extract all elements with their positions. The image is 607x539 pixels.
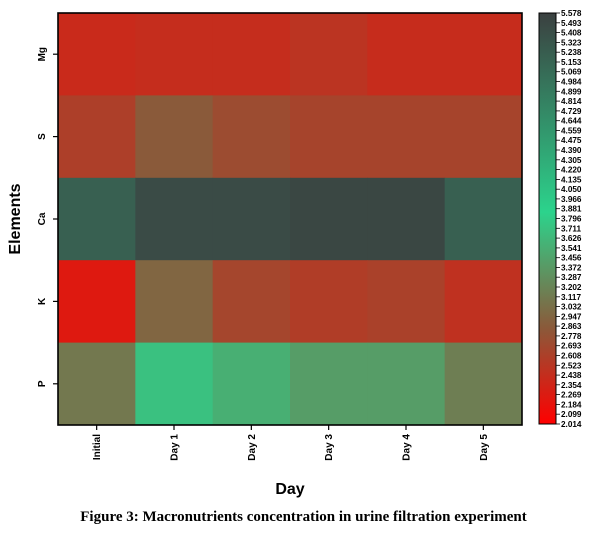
x-tick-label: Initial: [92, 434, 103, 460]
heatmap-cell-k-3: [290, 260, 368, 344]
heatmap-cell-s-3: [290, 95, 368, 179]
y-tick-label: P: [37, 380, 48, 387]
colorbar-tick-label: 2.354: [561, 381, 582, 390]
colorbar-tick-label: 5.493: [561, 19, 582, 28]
colorbar-tick-label: 3.202: [561, 283, 582, 292]
colorbar-tick-label: 3.711: [561, 224, 581, 233]
heatmap-cell-mg-2: [212, 13, 291, 96]
x-tick-label: Day 2: [247, 434, 258, 461]
colorbar-tick-label: 3.966: [561, 195, 582, 204]
colorbar-tick-label: 2.269: [561, 391, 582, 400]
colorbar-tick-label: 4.135: [561, 175, 582, 184]
heatmap-cell-mg-3: [290, 13, 368, 96]
heatmap-cell-p-4: [367, 342, 446, 426]
heatmap-cell-s-2: [212, 95, 291, 179]
colorbar-tick-label: 4.390: [561, 146, 582, 155]
heatmap-cell-ca-5: [444, 177, 523, 261]
x-tick-label: Day 1: [170, 434, 181, 461]
heatmap-cell-ca-3: [290, 177, 368, 261]
heatmap-cell-k-0: [58, 260, 136, 344]
colorbar-tick-label: 3.287: [561, 273, 582, 282]
y-tick-label: Ca: [37, 212, 48, 225]
heatmap-cell-mg-0: [58, 13, 136, 96]
colorbar-tick-label: 3.881: [561, 205, 582, 214]
colorbar-tick-label: 3.372: [561, 263, 582, 272]
colorbar-tick-label: 2.184: [561, 400, 582, 409]
colorbar-tick-label: 2.438: [561, 371, 582, 380]
y-tick-label: Mg: [37, 47, 48, 61]
colorbar-tick-label: 4.729: [561, 107, 582, 116]
heatmap-cell-p-5: [444, 342, 523, 426]
heatmap-cell-p-1: [135, 342, 214, 426]
heatmap-cells: [58, 13, 523, 426]
colorbar-ticks: 5.5785.4935.4085.3235.2385.1535.0694.984…: [556, 9, 582, 429]
y-axis-ticks: Mg S Ca K P: [37, 47, 58, 387]
heatmap-cell-k-5: [444, 260, 523, 344]
colorbar-tick-label: 4.814: [561, 97, 582, 106]
y-axis-title: Elements: [7, 183, 24, 254]
colorbar-tick-label: 5.238: [561, 48, 582, 57]
colorbar-tick-label: 4.050: [561, 185, 582, 194]
colorbar-tick-label: 3.541: [561, 244, 582, 253]
colorbar-tick-label: 2.523: [561, 361, 582, 370]
colorbar-tick-label: 5.153: [561, 58, 582, 67]
x-tick-label: Day 5: [479, 434, 490, 461]
heatmap-cell-s-5: [444, 95, 523, 179]
colorbar-tick-label: 2.608: [561, 352, 582, 361]
colorbar-tick-label: 4.305: [561, 156, 582, 165]
colorbar-tick-label: 4.984: [561, 78, 582, 87]
x-axis-title: Day: [275, 481, 304, 498]
colorbar-tick-label: 5.323: [561, 38, 582, 47]
y-tick-label: K: [37, 297, 48, 305]
heatmap-cell-s-1: [135, 95, 214, 179]
x-axis-ticks: Initial Day 1 Day 2 Day 3 Day 4 Day 5: [92, 425, 490, 461]
colorbar-tick-label: 5.578: [561, 9, 582, 18]
colorbar-tick-label: 2.947: [561, 312, 582, 321]
heatmap-cell-k-1: [135, 260, 214, 344]
heatmap-cell-mg-4: [367, 13, 446, 96]
colorbar-tick-label: 4.220: [561, 166, 582, 175]
colorbar-tick-label: 3.032: [561, 303, 582, 312]
figure-caption: Figure 3: Macronutrients concentration i…: [80, 509, 527, 525]
heatmap-cell-ca-4: [367, 177, 446, 261]
colorbar-tick-label: 2.099: [561, 410, 582, 419]
heatmap-cell-p-3: [290, 342, 368, 426]
x-tick-label: Day 3: [324, 434, 335, 461]
colorbar-tick-label: 2.863: [561, 322, 582, 331]
colorbar-tick-label: 5.408: [561, 29, 582, 38]
heatmap-cell-ca-1: [135, 177, 214, 261]
heatmap-cell-s-0: [58, 95, 136, 179]
colorbar-tick-label: 3.796: [561, 215, 582, 224]
heatmap-cell-mg-1: [135, 13, 214, 96]
heatmap-cell-p-0: [58, 342, 136, 426]
colorbar-tick-label: 2.014: [561, 420, 582, 429]
colorbar-tick-label: 3.117: [561, 293, 581, 302]
x-tick-label: Day 4: [402, 434, 413, 461]
heatmap-cell-k-4: [367, 260, 446, 344]
heatmap-cell-k-2: [212, 260, 291, 344]
colorbar-tick-label: 2.693: [561, 342, 582, 351]
colorbar-tick-label: 4.559: [561, 127, 582, 136]
heatmap-cell-mg-5: [444, 13, 523, 96]
colorbar-tick-label: 4.899: [561, 87, 582, 96]
colorbar-tick-label: 4.475: [561, 136, 582, 145]
heatmap-cell-p-2: [212, 342, 291, 426]
colorbar-tick-label: 3.626: [561, 234, 582, 243]
colorbar-tick-label: 2.778: [561, 332, 582, 341]
colorbar-tick-label: 4.644: [561, 117, 582, 126]
colorbar-tick-label: 3.456: [561, 254, 582, 263]
heatmap-cell-ca-0: [58, 177, 136, 261]
colorbar-tick-label: 5.069: [561, 68, 582, 77]
y-tick-label: S: [37, 133, 48, 140]
heatmap-cell-s-4: [367, 95, 446, 179]
heatmap-cell-ca-2: [212, 177, 291, 261]
colorbar: [538, 12, 557, 425]
